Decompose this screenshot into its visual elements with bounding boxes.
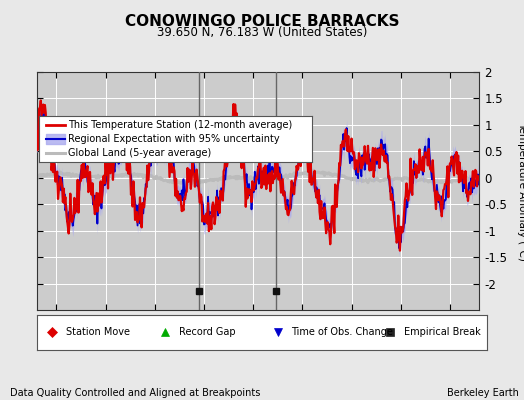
Text: Time of Obs. Change: Time of Obs. Change: [291, 327, 393, 338]
Text: Empirical Break: Empirical Break: [404, 327, 481, 338]
Text: This Temperature Station (12-month average): This Temperature Station (12-month avera…: [68, 120, 292, 130]
Text: Data Quality Controlled and Aligned at Breakpoints: Data Quality Controlled and Aligned at B…: [10, 388, 261, 398]
Text: Record Gap: Record Gap: [179, 327, 235, 338]
Text: 39.650 N, 76.183 W (United States): 39.650 N, 76.183 W (United States): [157, 26, 367, 39]
Text: Station Move: Station Move: [66, 327, 130, 338]
Text: Regional Expectation with 95% uncertainty: Regional Expectation with 95% uncertaint…: [68, 134, 279, 144]
Text: Berkeley Earth: Berkeley Earth: [447, 388, 519, 398]
Text: CONOWINGO POLICE BARRACKS: CONOWINGO POLICE BARRACKS: [125, 14, 399, 29]
Text: Global Land (5-year average): Global Land (5-year average): [68, 148, 211, 158]
Y-axis label: Temperature Anomaly (°C): Temperature Anomaly (°C): [517, 122, 524, 260]
